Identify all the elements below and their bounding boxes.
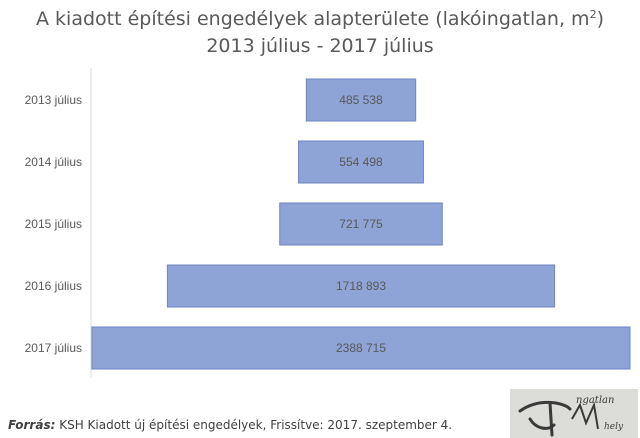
bar-2 [279, 202, 443, 246]
logo-text-bottom: hely [604, 422, 624, 432]
logo-text-top: ngatlan [576, 395, 614, 406]
chart-subtitle: 2013 július - 2017 július [206, 35, 434, 57]
title-superscript: 2 [589, 8, 597, 21]
chart-title: A kiadott építési engedélyek alapterület… [0, 6, 640, 60]
bar-value-label-2: 721 775 [339, 217, 383, 231]
bar-3 [166, 264, 556, 308]
category-label-0: 2013 július [25, 93, 82, 107]
bar-1 [298, 140, 424, 184]
source-footer: Forrás: KSH Kiadott új építési engedélye… [8, 418, 452, 432]
bar-0 [305, 78, 417, 122]
bar-value-label-1: 554 498 [339, 155, 383, 169]
title-line-1: A kiadott építési engedélyek alapterület… [0, 6, 640, 33]
source-text: KSH Kiadott új építési engedélyek, Friss… [55, 418, 453, 432]
bar-value-label-0: 485 538 [339, 93, 383, 107]
bar-value-label-3: 1718 893 [336, 279, 386, 293]
source-label: Forrás: [8, 418, 56, 432]
category-label-3: 2016 július [25, 279, 82, 293]
title-close-paren: ) [596, 8, 604, 30]
logo-signature-icon: ngatlan hely [518, 395, 624, 437]
category-label-4: 2017 július [25, 341, 82, 355]
category-label-2: 2015 július [25, 217, 82, 231]
bar-4 [91, 326, 631, 370]
title-main-text: A kiadott építési engedélyek alapterület… [36, 8, 590, 30]
brand-logo: ngatlan hely [510, 389, 638, 438]
bar-value-label-4: 2388 715 [336, 341, 386, 355]
category-label-1: 2014 július [25, 155, 82, 169]
